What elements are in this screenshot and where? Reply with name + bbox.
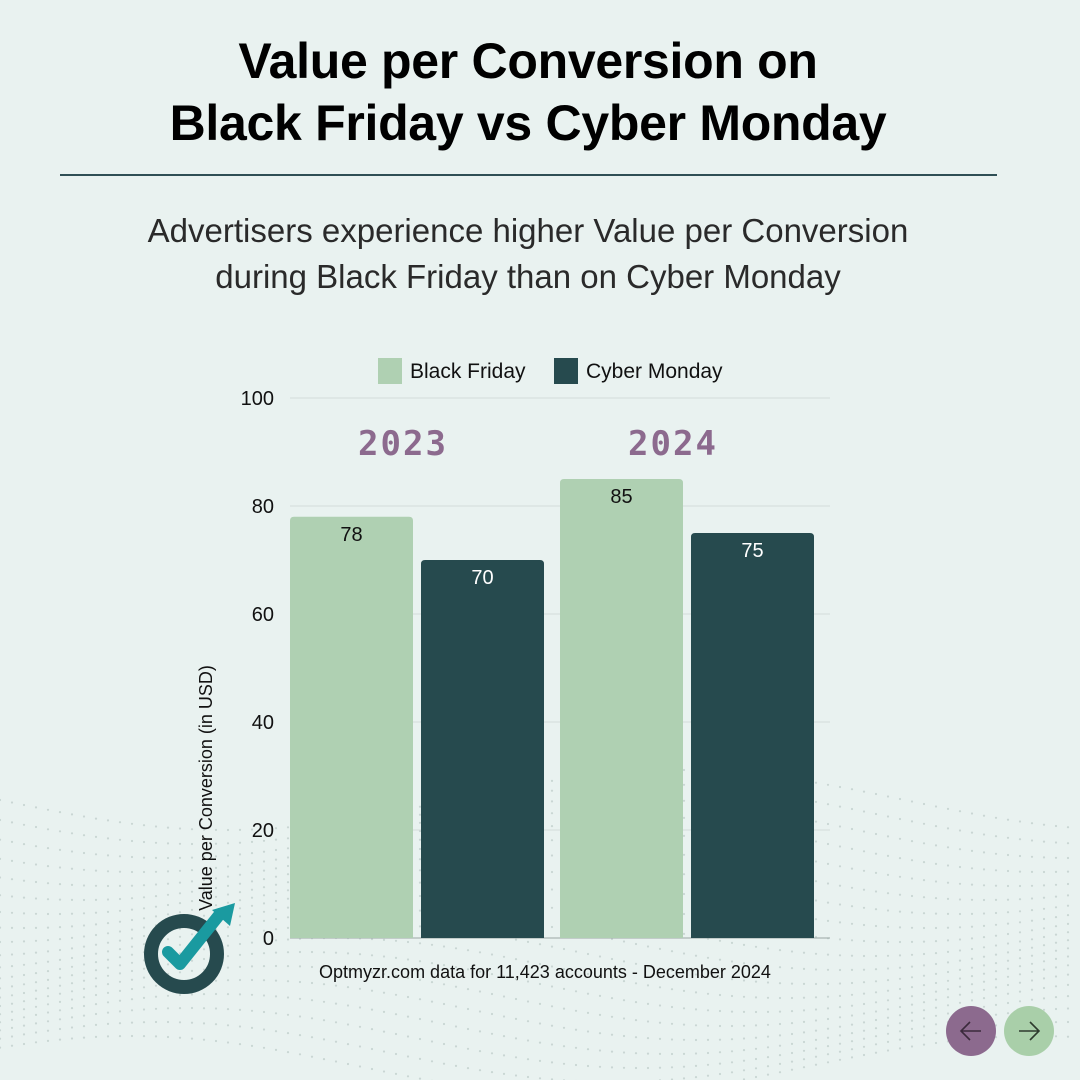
title-line-1: Value per Conversion on — [238, 33, 818, 89]
bar — [421, 560, 544, 938]
optmyzr-logo-icon — [144, 903, 235, 994]
legend-label: Black Friday — [410, 360, 526, 383]
page-title: Value per Conversion on Black Friday vs … — [0, 30, 1056, 154]
subtitle-line-1: Advertisers experience higher Value per … — [147, 212, 909, 249]
legend-swatch — [378, 358, 402, 384]
arrow-right-icon — [1019, 1021, 1041, 1041]
legend-label: Cyber Monday — [586, 360, 723, 383]
subtitle-line-2: during Black Friday than on Cyber Monday — [215, 258, 841, 295]
arrow-left-icon — [959, 1021, 981, 1041]
bar — [691, 533, 814, 938]
y-tick-label: 40 — [252, 712, 274, 734]
bar-value-label: 75 — [741, 540, 763, 562]
bar — [560, 479, 683, 938]
y-axis-label: Value per Conversion (in USD) — [196, 665, 216, 911]
y-tick-label: 0 — [263, 928, 274, 950]
source-footnote: Optmyzr.com data for 11,423 accounts - D… — [319, 962, 771, 982]
category-label: 2023 — [358, 424, 448, 464]
previous-button[interactable] — [946, 1006, 996, 1056]
y-tick-label: 60 — [252, 604, 274, 626]
next-button[interactable] — [1004, 1006, 1054, 1056]
bar-value-label: 85 — [610, 486, 632, 508]
y-tick-label: 20 — [252, 820, 274, 842]
bar-value-label: 78 — [340, 524, 362, 546]
bar — [290, 516, 413, 938]
title-divider — [60, 174, 997, 176]
bar-value-label: 70 — [471, 567, 493, 589]
page-subtitle: Advertisers experience higher Value per … — [0, 208, 1056, 300]
title-line-2: Black Friday vs Cyber Monday — [169, 95, 887, 151]
y-tick-label: 80 — [252, 496, 274, 518]
y-tick-label: 100 — [241, 388, 274, 410]
legend-swatch — [554, 358, 578, 384]
category-label: 2024 — [628, 424, 718, 464]
